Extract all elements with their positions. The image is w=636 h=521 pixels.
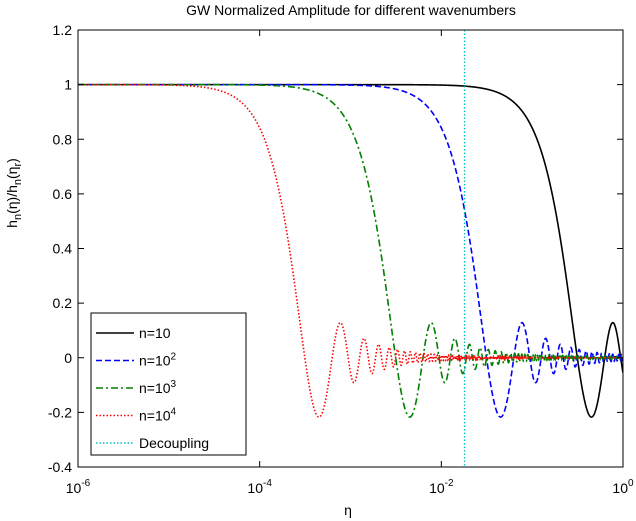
chart-title: GW Normalized Amplitude for different wa…: [186, 2, 516, 18]
legend-label: n=102: [139, 352, 177, 369]
x-tick-labels: 10-6 10-4 10-2 100: [66, 478, 634, 496]
x-tick-label: 10-6: [66, 478, 91, 496]
series-line-3: [78, 83, 623, 418]
y-tick-label: -0.2: [48, 404, 72, 420]
plot-area: [77, 29, 624, 468]
legend: n=10 n=102 n=103 n=104 Decoupling: [90, 312, 247, 456]
axis-ticks: [77, 29, 624, 468]
y-tick-label: 0.6: [53, 186, 73, 202]
y-tick-label: 0: [64, 350, 72, 366]
y-label-part: ): [4, 158, 20, 163]
series-lines: [78, 30, 623, 467]
y-label-sub: r: [12, 163, 24, 167]
x-tick-label: 10-2: [429, 478, 454, 496]
y-axis-label: hn(η)/hn(ηr): [4, 158, 24, 228]
y-tick-label: 0.4: [53, 241, 73, 257]
y-tick-label: 1.2: [53, 22, 73, 38]
y-tick-label: 0.2: [53, 295, 73, 311]
x-axis-label: η: [344, 502, 352, 518]
legend-label: n=104: [139, 407, 177, 424]
legend-label: n=10: [139, 325, 171, 341]
y-tick-label: 0.8: [53, 131, 73, 147]
y-label-part: (η: [4, 167, 20, 179]
series-line-2: [78, 83, 623, 418]
x-tick-label: 100: [612, 478, 634, 496]
legend-label: n=103: [139, 379, 177, 396]
legend-label: Decoupling: [139, 435, 209, 451]
x-tick-label: 10-4: [247, 478, 272, 496]
y-label-part: h: [4, 220, 20, 228]
y-tick-label: 1: [64, 77, 72, 93]
legend-box: [90, 312, 247, 456]
y-label-sub: n: [12, 214, 24, 220]
y-label-part: (η)/h: [4, 185, 20, 214]
y-tick-labels: -0.4 -0.2 0 0.2 0.4 0.6 0.8 1 1.2: [48, 22, 72, 475]
y-tick-label: -0.4: [48, 459, 72, 475]
y-label-sub: n: [12, 179, 24, 185]
